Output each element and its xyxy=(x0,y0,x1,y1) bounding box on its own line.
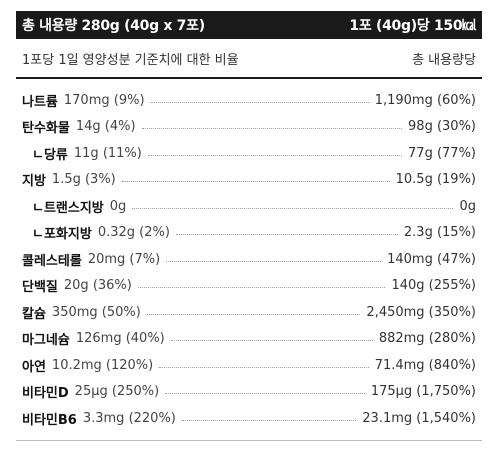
per-serving-calories: 1포 (40g)당 150㎉ xyxy=(349,18,476,34)
nutrient-name: 지방 xyxy=(22,174,46,190)
nutrient-name: 단백질 xyxy=(22,280,58,296)
subheader: 1포당 1일 영양성분 기준치에 대한 비율 총 내용량당 xyxy=(16,40,482,76)
dot-leader xyxy=(181,419,357,421)
nutrient-total: 140g (255%) xyxy=(391,278,476,294)
nutrient-amount: 20mg (7%) xyxy=(87,251,161,267)
nutrient-name: 마그네슘 xyxy=(22,333,70,349)
nutrient-row: 지방 1.5g (3%) 10.5g (19%) xyxy=(16,167,482,194)
nutrient-name: 비타민B6 xyxy=(22,412,77,428)
nutrient-total: 882mg (280%) xyxy=(378,331,476,347)
nutrient-amount: 0.32g (2%) xyxy=(97,225,170,241)
nutrient-total: 2.3g (15%) xyxy=(403,225,476,241)
nutrient-amount: 14g (4%) xyxy=(75,119,136,135)
dot-leader xyxy=(166,260,382,262)
nutrient-row: 비타민B6 3.3mg (220%) 23.1mg (1,540%) xyxy=(16,405,482,432)
nutrient-name: 콜레스테롤 xyxy=(22,253,82,269)
nutrient-amount: 126mg (40%) xyxy=(75,331,165,347)
nutrient-amount: 25μg (250%) xyxy=(74,384,160,400)
dot-leader xyxy=(146,313,361,315)
nutrient-row: ㄴ포화지방 0.32g (2%) 2.3g (15%) xyxy=(16,220,482,247)
nutrient-amount: 1.5g (3%) xyxy=(51,172,116,188)
nutrient-list: 나트륨 170mg (9%) 1,190mg (60%) 탄수화물 14g (4%) 9… xyxy=(16,87,482,432)
nutrient-name: ㄴ포화지방 xyxy=(32,227,92,243)
nutrient-row: 콜레스테롤 20mg (7%) 140mg (47%) xyxy=(16,246,482,273)
dot-leader xyxy=(150,101,369,103)
nutrient-amount: 350mg (50%) xyxy=(51,304,141,320)
nutrient-name: ㄴ당류 xyxy=(32,147,68,163)
nutrient-amount: 10.2mg (120%) xyxy=(51,357,154,373)
nutrient-name: 비타민D xyxy=(22,386,69,402)
nutrient-row: ㄴ트랜스지방 0g 0g xyxy=(16,193,482,220)
nutrient-total: 71.4mg (840%) xyxy=(374,357,476,373)
nutrient-amount: 170mg (9%) xyxy=(63,92,145,108)
dot-leader xyxy=(165,393,365,395)
nutrient-name: ㄴ트랜스지방 xyxy=(32,200,104,216)
bottom-divider xyxy=(16,440,482,441)
nutrient-total: 98g (30%) xyxy=(408,119,476,135)
dot-leader xyxy=(132,207,454,209)
dot-leader xyxy=(121,181,390,183)
nutrient-total: 0g xyxy=(459,198,476,214)
top-divider xyxy=(16,77,482,79)
nutrient-row: 나트륨 170mg (9%) 1,190mg (60%) xyxy=(16,87,482,114)
nutrient-name: 칼슘 xyxy=(22,306,46,322)
nutrient-row: 마그네슘 126mg (40%) 882mg (280%) xyxy=(16,326,482,353)
nutrient-row: ㄴ당류 11g (11%) 77g (77%) xyxy=(16,140,482,167)
nutrient-amount: 0g xyxy=(109,198,127,214)
nutrient-total: 77g (77%) xyxy=(408,145,476,161)
nutrient-row: 칼슘 350mg (50%) 2,450mg (350%) xyxy=(16,299,482,326)
dot-leader xyxy=(141,128,403,130)
nutrient-total: 1,190mg (60%) xyxy=(374,92,476,108)
nutrient-total: 2,450mg (350%) xyxy=(366,304,476,320)
nutrient-total: 175μg (1,750%) xyxy=(370,384,476,400)
nutrient-name: 아연 xyxy=(22,359,46,375)
nutrient-total: 10.5g (19%) xyxy=(395,172,476,188)
nutrient-row: 아연 10.2mg (120%) 71.4mg (840%) xyxy=(16,352,482,379)
nutrient-row: 비타민D 25μg (250%) 175μg (1,750%) xyxy=(16,379,482,406)
nutrient-row: 탄수화물 14g (4%) 98g (30%) xyxy=(16,114,482,141)
nutrient-name: 나트륨 xyxy=(22,94,58,110)
nutrient-row: 단백질 20g (36%) 140g (255%) xyxy=(16,273,482,300)
dot-leader xyxy=(175,234,398,236)
dot-leader xyxy=(170,340,373,342)
header-bar: 총 내용량 280g (40g x 7포) 1포 (40g)당 150㎉ xyxy=(16,11,482,39)
dot-leader xyxy=(147,154,403,156)
nutrient-total: 23.1mg (1,540%) xyxy=(362,410,476,426)
nutrient-name: 탄수화물 xyxy=(22,121,70,137)
total-content-label: 총 내용량 280g (40g x 7포) xyxy=(22,18,205,34)
dot-leader xyxy=(137,287,386,289)
nutrient-total: 140mg (47%) xyxy=(387,251,476,267)
per-total-caption: 총 내용량당 xyxy=(412,52,476,68)
nutrient-amount: 20g (36%) xyxy=(63,278,132,294)
dot-leader xyxy=(159,366,369,368)
nutrient-amount: 11g (11%) xyxy=(73,145,142,161)
daily-value-caption: 1포당 1일 영양성분 기준치에 대한 비율 xyxy=(22,52,239,68)
nutrient-amount: 3.3mg (220%) xyxy=(82,410,176,426)
